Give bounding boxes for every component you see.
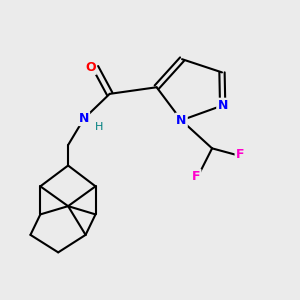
Text: N: N — [218, 99, 228, 112]
Text: H: H — [94, 122, 103, 132]
Text: N: N — [79, 112, 89, 125]
Text: N: N — [176, 114, 187, 127]
Text: F: F — [192, 170, 200, 183]
Text: O: O — [85, 61, 96, 74]
Text: F: F — [236, 148, 244, 161]
